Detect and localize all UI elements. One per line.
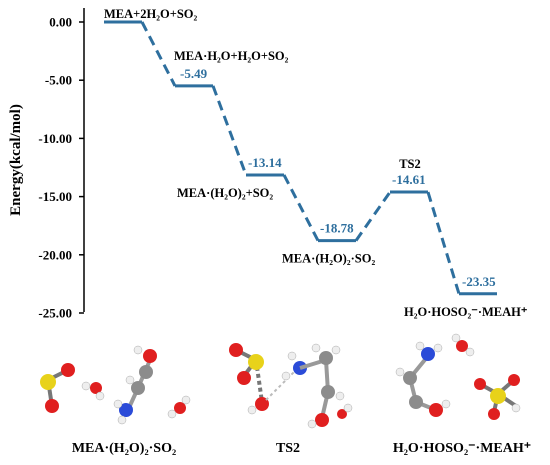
state-label-1: MEA·H₂O+H₂O+SO₂ [174, 49, 289, 63]
connector-2-3 [282, 174, 320, 242]
connector-1-2 [211, 85, 248, 176]
state-label-5: H₂O·HOSO₂⁻·MEAH⁺ [404, 305, 528, 319]
y-axis-label: Energy(kcal/mol) [8, 104, 24, 216]
state-label-0: MEA+2H₂O+SO₂ [104, 7, 198, 21]
connector-0-1 [140, 21, 177, 87]
energy-levels [104, 20, 497, 296]
molecule-structure-2 [229, 343, 353, 429]
energy-connectors [140, 21, 461, 295]
state-labels: MEA+2H₂O+SO₂ MEA·H₂O+H₂O+SO₂ -5.49 MEA·(H₂O… [104, 7, 528, 319]
value-label-4: -14.61 [392, 172, 426, 187]
y-tick-label: -25.00 [38, 306, 72, 321]
molecule-label-3: H₂O·HOSO₂⁻·MEAH⁺ [393, 441, 531, 456]
y-ticks: 0.00 -5.00 -10.00 -15.00 -20.00 -25.00 [38, 15, 84, 321]
value-label-1: -5.49 [180, 66, 208, 81]
y-tick-label: -5.00 [45, 73, 72, 88]
state-label-3: MEA·(H₂O)₂·SO₂ [282, 252, 375, 266]
molecule-structure-3 [395, 333, 521, 420]
value-label-2: -13.14 [248, 155, 282, 170]
value-label-3: -18.78 [320, 221, 354, 236]
y-tick-label: -15.00 [38, 189, 72, 204]
molecule-label-1: MEA·(H₂O)₂·SO₂ [72, 441, 176, 456]
molecule-structure-1 [40, 345, 191, 425]
value-label-5: -23.35 [462, 274, 496, 289]
y-tick-label: 0.00 [49, 15, 72, 30]
state-label-2: MEA·(H₂O)₂+SO₂ [177, 186, 273, 200]
y-tick-label: -10.00 [38, 131, 72, 146]
connector-3-4 [354, 191, 392, 242]
y-tick-label: -20.00 [38, 247, 72, 262]
connector-4-5 [426, 191, 461, 295]
state-label-4: TS2 [399, 157, 421, 171]
molecule-label-2: TS2 [276, 441, 300, 456]
